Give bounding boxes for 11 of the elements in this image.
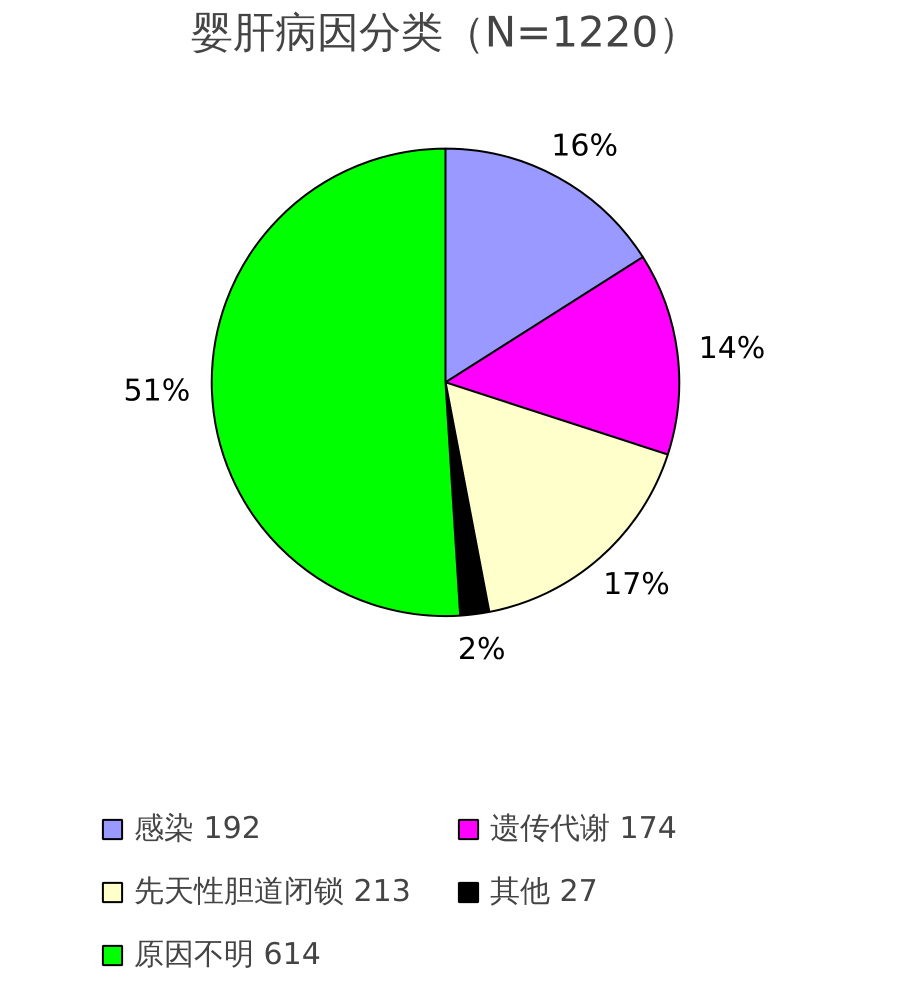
- legend-label: 感染 192: [134, 810, 262, 848]
- data-label: 17%: [603, 566, 670, 602]
- chart-title: 婴肝病因分类（N=1220）: [190, 8, 700, 56]
- legend-label: 遗传代谢 174: [490, 810, 678, 848]
- legend-label: 其他 27: [490, 873, 599, 911]
- legend-label: 先天性胆道闭锁 213: [134, 873, 412, 911]
- data-label: 14%: [698, 331, 766, 366]
- data-label: 16%: [551, 128, 618, 164]
- data-label: 51%: [124, 373, 190, 408]
- legend-label: 原因不明 614: [134, 936, 322, 974]
- data-label: 2%: [458, 632, 506, 668]
